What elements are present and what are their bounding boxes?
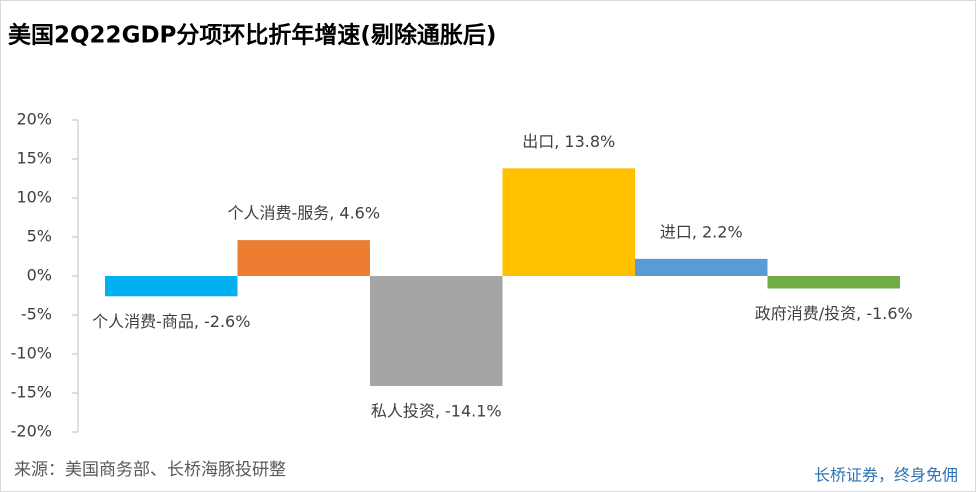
chart-title: 美国2Q22GDP分项环比折年增速(剔除通胀后) bbox=[8, 22, 496, 49]
y-tick-label: 5% bbox=[27, 227, 52, 246]
y-tick-label: -5% bbox=[21, 305, 52, 324]
y-tick-label: 15% bbox=[16, 149, 52, 168]
bar bbox=[767, 276, 900, 289]
y-tick-label: 10% bbox=[16, 188, 52, 207]
y-tick-label: -10% bbox=[11, 344, 52, 363]
bar bbox=[105, 276, 238, 297]
data-label: 私人投资, -14.1% bbox=[371, 401, 502, 420]
data-label: 进口, 2.2% bbox=[660, 222, 743, 241]
y-tick-label: -15% bbox=[11, 383, 52, 402]
bar bbox=[635, 258, 768, 276]
footer: 长桥证券，终身免佣 bbox=[814, 466, 958, 485]
data-label: 政府消费/投资, -1.6% bbox=[755, 304, 913, 323]
bar bbox=[237, 240, 370, 276]
y-tick-label: 20% bbox=[16, 110, 52, 129]
data-label: 个人消费-服务, 4.6% bbox=[227, 204, 380, 223]
y-tick-label: -20% bbox=[11, 422, 52, 441]
source: 来源：美国商务部、长桥海豚投研整 bbox=[14, 460, 286, 480]
y-tick-label: 0% bbox=[27, 266, 52, 285]
data-label: 出口, 13.8% bbox=[522, 132, 615, 151]
bar bbox=[370, 276, 503, 386]
data-label: 个人消费-商品, -2.6% bbox=[92, 312, 250, 331]
bar bbox=[502, 168, 635, 276]
